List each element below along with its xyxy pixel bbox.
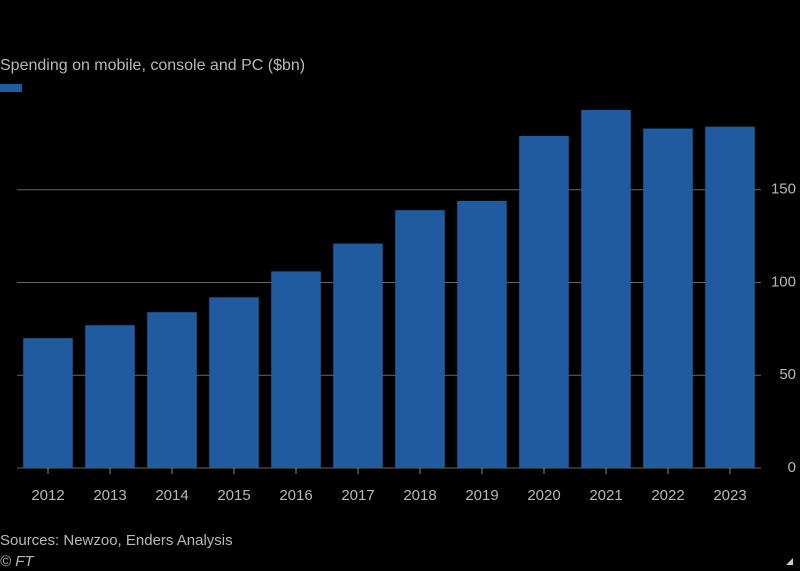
bar <box>581 109 631 469</box>
bar <box>457 200 507 468</box>
x-tick-label: 2012 <box>31 487 64 504</box>
source: Sources: Newzoo, Enders Analysis <box>0 532 233 549</box>
y-tick-label: 150 <box>771 181 796 198</box>
bar <box>519 135 569 468</box>
x-tick-label: 2013 <box>93 487 126 504</box>
x-tick-label: 2023 <box>713 487 746 504</box>
bar <box>209 297 259 468</box>
bar <box>271 271 321 468</box>
x-tick-label: 2016 <box>279 487 312 504</box>
legend-swatch <box>0 84 22 92</box>
x-tick-label: 2022 <box>651 487 684 504</box>
bar <box>23 338 73 468</box>
y-tick-label: 50 <box>779 366 796 383</box>
x-tick-label: 2014 <box>155 487 188 504</box>
bar <box>333 243 383 468</box>
credit: © FT <box>0 553 35 570</box>
corner-icon <box>786 558 793 565</box>
bar <box>147 312 197 468</box>
bar <box>85 325 135 468</box>
y-tick-label: 0 <box>788 459 796 476</box>
y-tick-label: 100 <box>771 273 796 290</box>
x-tick-label: 2017 <box>341 487 374 504</box>
x-tick-label: 2018 <box>403 487 436 504</box>
chart-title: Spending on mobile, console and PC ($bn) <box>0 57 305 74</box>
x-tick-label: 2015 <box>217 487 250 504</box>
x-tick-label: 2019 <box>465 487 498 504</box>
bar <box>705 126 755 469</box>
bar <box>395 210 445 468</box>
x-tick-label: 2020 <box>527 487 560 504</box>
x-tick-label: 2021 <box>589 487 622 504</box>
bar <box>643 128 693 468</box>
